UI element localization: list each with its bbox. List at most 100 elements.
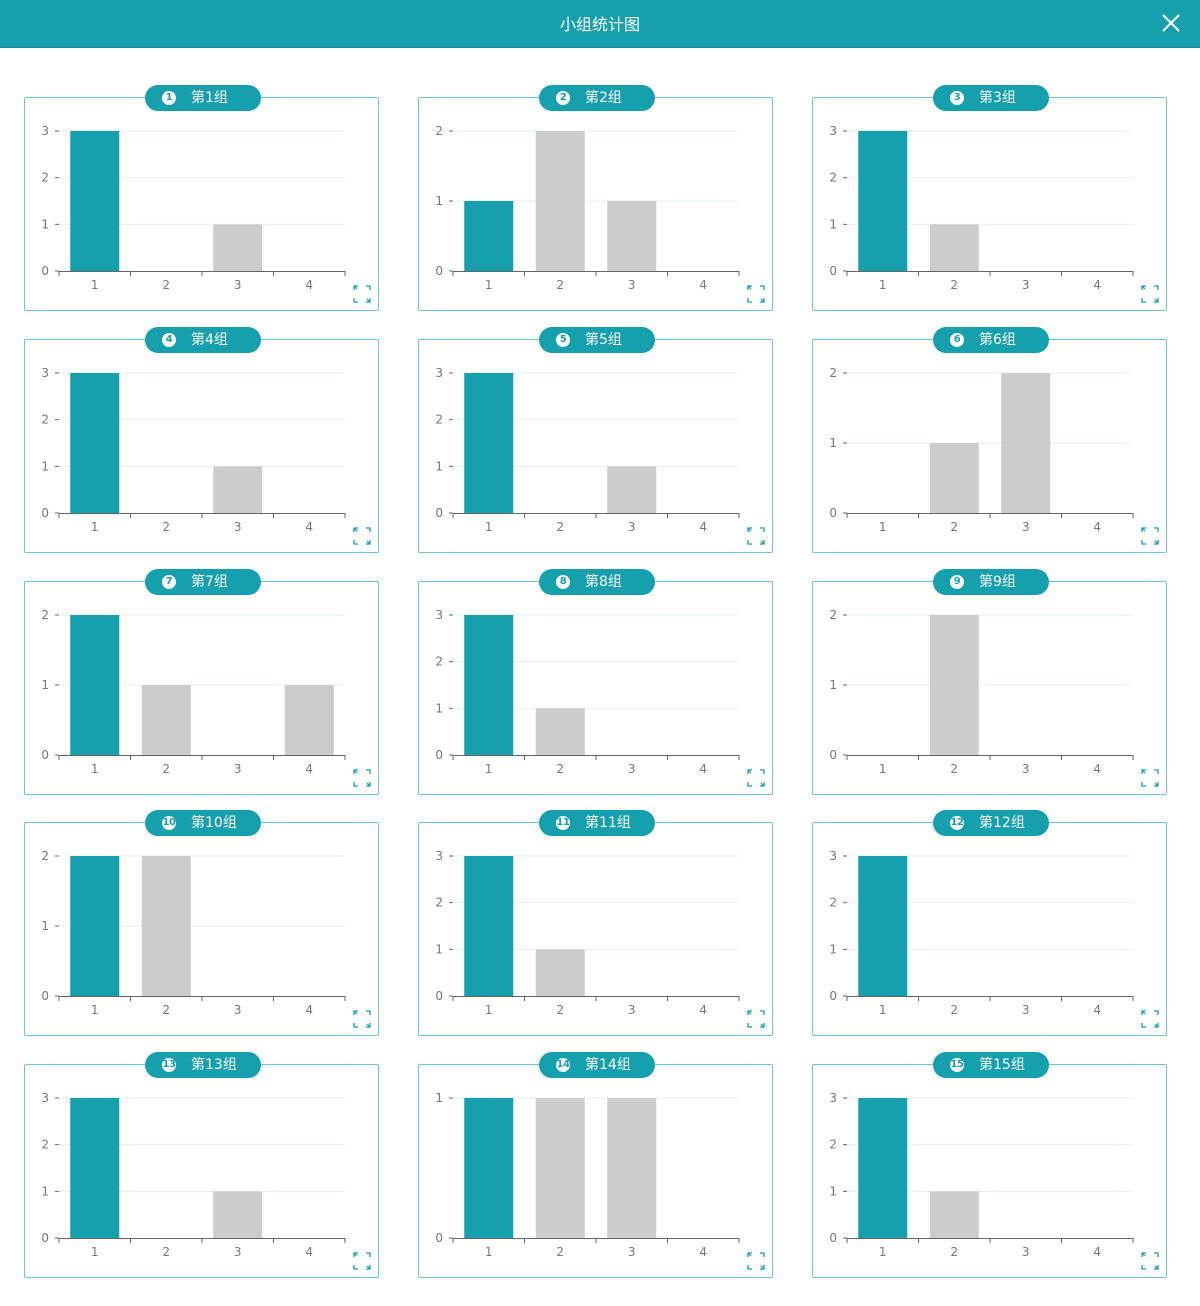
bar-1: [464, 373, 514, 513]
chart-panel-group-10: 10 第10组 0 1 2 1 2 3 4: [24, 810, 379, 1036]
bar-4: [284, 685, 334, 755]
expand-button[interactable]: [1140, 284, 1160, 304]
bar-2: [929, 615, 979, 755]
bar-1: [70, 373, 120, 513]
y-tick-label: 2: [41, 1138, 49, 1152]
x-tick-label: 3: [1022, 1003, 1030, 1017]
group-title: 第11组: [585, 815, 631, 831]
expand-button[interactable]: [352, 1009, 372, 1029]
x-tick-label: 1: [485, 278, 493, 292]
expand-button[interactable]: [746, 1009, 766, 1029]
group-title: 第2组: [585, 90, 622, 106]
x-tick-label: 4: [699, 762, 707, 776]
x-tick-label: 3: [628, 1245, 636, 1259]
group-number: 14: [556, 1058, 570, 1072]
group-number: 4: [162, 333, 176, 347]
expand-icon: [353, 769, 371, 787]
expand-icon: [353, 1010, 371, 1028]
expand-button[interactable]: [1140, 526, 1160, 546]
y-tick-label: 2: [435, 896, 443, 910]
group-badge: 15 第15组: [933, 1052, 1049, 1078]
group-badge: 4 第4组: [145, 327, 261, 353]
bar-1: [464, 201, 514, 271]
y-tick-label: 1: [435, 701, 443, 715]
x-tick-label: 3: [628, 1003, 636, 1017]
group-title: 第3组: [979, 90, 1016, 106]
x-tick-label: 2: [556, 278, 564, 292]
expand-button[interactable]: [746, 768, 766, 788]
y-tick-label: 1: [829, 436, 837, 450]
expand-button[interactable]: [746, 284, 766, 304]
expand-icon: [747, 1252, 765, 1270]
x-tick-label: 1: [879, 520, 887, 534]
y-tick-label: 2: [435, 413, 443, 427]
chart-panel-group-6: 6 第6组 0 1 2 1 2 3 4: [812, 327, 1167, 553]
expand-icon: [353, 1252, 371, 1270]
close-button[interactable]: [1160, 12, 1182, 34]
x-tick-label: 1: [879, 1245, 887, 1259]
expand-button[interactable]: [1140, 1251, 1160, 1271]
x-tick-label: 2: [162, 762, 170, 776]
expand-button[interactable]: [1140, 768, 1160, 788]
y-tick-label: 1: [41, 678, 49, 692]
x-tick-label: 2: [556, 520, 564, 534]
y-tick-label: 1: [829, 942, 837, 956]
x-tick-label: 1: [485, 520, 493, 534]
x-tick-label: 1: [485, 1003, 493, 1017]
expand-icon: [1141, 1010, 1159, 1028]
bar-chart: 0 1 2 1 2 3 4: [41, 608, 346, 776]
x-tick-label: 2: [162, 520, 170, 534]
expand-button[interactable]: [352, 1251, 372, 1271]
group-badge: 2 第2组: [539, 85, 655, 111]
expand-button[interactable]: [352, 768, 372, 788]
group-badge: 8 第8组: [539, 569, 655, 595]
chart-panel-group-5: 5 第5组 0 1 2 3 1 2 3 4: [418, 327, 773, 553]
group-badge: 1 第1组: [145, 85, 261, 111]
x-tick-label: 3: [234, 520, 242, 534]
y-tick-label: 1: [829, 217, 837, 231]
expand-button[interactable]: [746, 1251, 766, 1271]
chart-panel-group-11: 11 第11组 0 1 2 3 1 2 3 4: [418, 810, 773, 1036]
chart-panel-group-9: 9 第9组 0 1 2 1 2 3 4: [812, 569, 1167, 795]
expand-button[interactable]: [352, 284, 372, 304]
x-tick-label: 4: [699, 1245, 707, 1259]
bar-2: [929, 1191, 979, 1238]
group-badge: 10 第10组: [145, 810, 261, 836]
bar-chart: 0 1 2 3 1 2 3 4: [435, 366, 740, 534]
expand-button[interactable]: [1140, 1009, 1160, 1029]
group-title: 第12组: [979, 815, 1025, 831]
bar-1: [70, 615, 120, 755]
group-title: 第9组: [979, 574, 1016, 590]
group-badge: 9 第9组: [933, 569, 1049, 595]
expand-icon: [1141, 769, 1159, 787]
bar-1: [858, 1098, 908, 1238]
x-tick-label: 2: [556, 1003, 564, 1017]
x-tick-label: 1: [91, 278, 99, 292]
bar-2: [535, 949, 585, 996]
expand-button[interactable]: [352, 526, 372, 546]
bar-chart: 0 1 2 1 2 3 4: [41, 849, 346, 1017]
x-tick-label: 4: [305, 1003, 313, 1017]
expand-button[interactable]: [746, 526, 766, 546]
bar-1: [70, 1098, 120, 1238]
x-tick-label: 1: [91, 762, 99, 776]
y-tick-label: 2: [829, 366, 837, 380]
bar-3: [213, 466, 263, 513]
bar-2: [929, 224, 979, 271]
close-icon: [1162, 14, 1180, 32]
expand-icon: [1141, 527, 1159, 545]
x-tick-label: 1: [91, 1003, 99, 1017]
bar-chart: 0 1 2 3 1 2 3 4: [829, 1091, 1134, 1259]
x-tick-label: 1: [91, 1245, 99, 1259]
y-tick-label: 0: [41, 748, 49, 762]
x-tick-label: 4: [1093, 520, 1101, 534]
bar-1: [858, 131, 908, 271]
y-tick-label: 3: [435, 608, 443, 622]
x-tick-label: 4: [1093, 278, 1101, 292]
y-tick-label: 0: [435, 989, 443, 1003]
chart-panel-group-13: 13 第13组 0 1 2 3 1 2 3 4: [24, 1052, 379, 1278]
group-title: 第15组: [979, 1057, 1025, 1073]
y-tick-label: 2: [829, 896, 837, 910]
chart-panel-group-2: 2 第2组 0 1 2 1 2 3 4: [418, 85, 773, 311]
y-tick-label: 1: [41, 217, 49, 231]
